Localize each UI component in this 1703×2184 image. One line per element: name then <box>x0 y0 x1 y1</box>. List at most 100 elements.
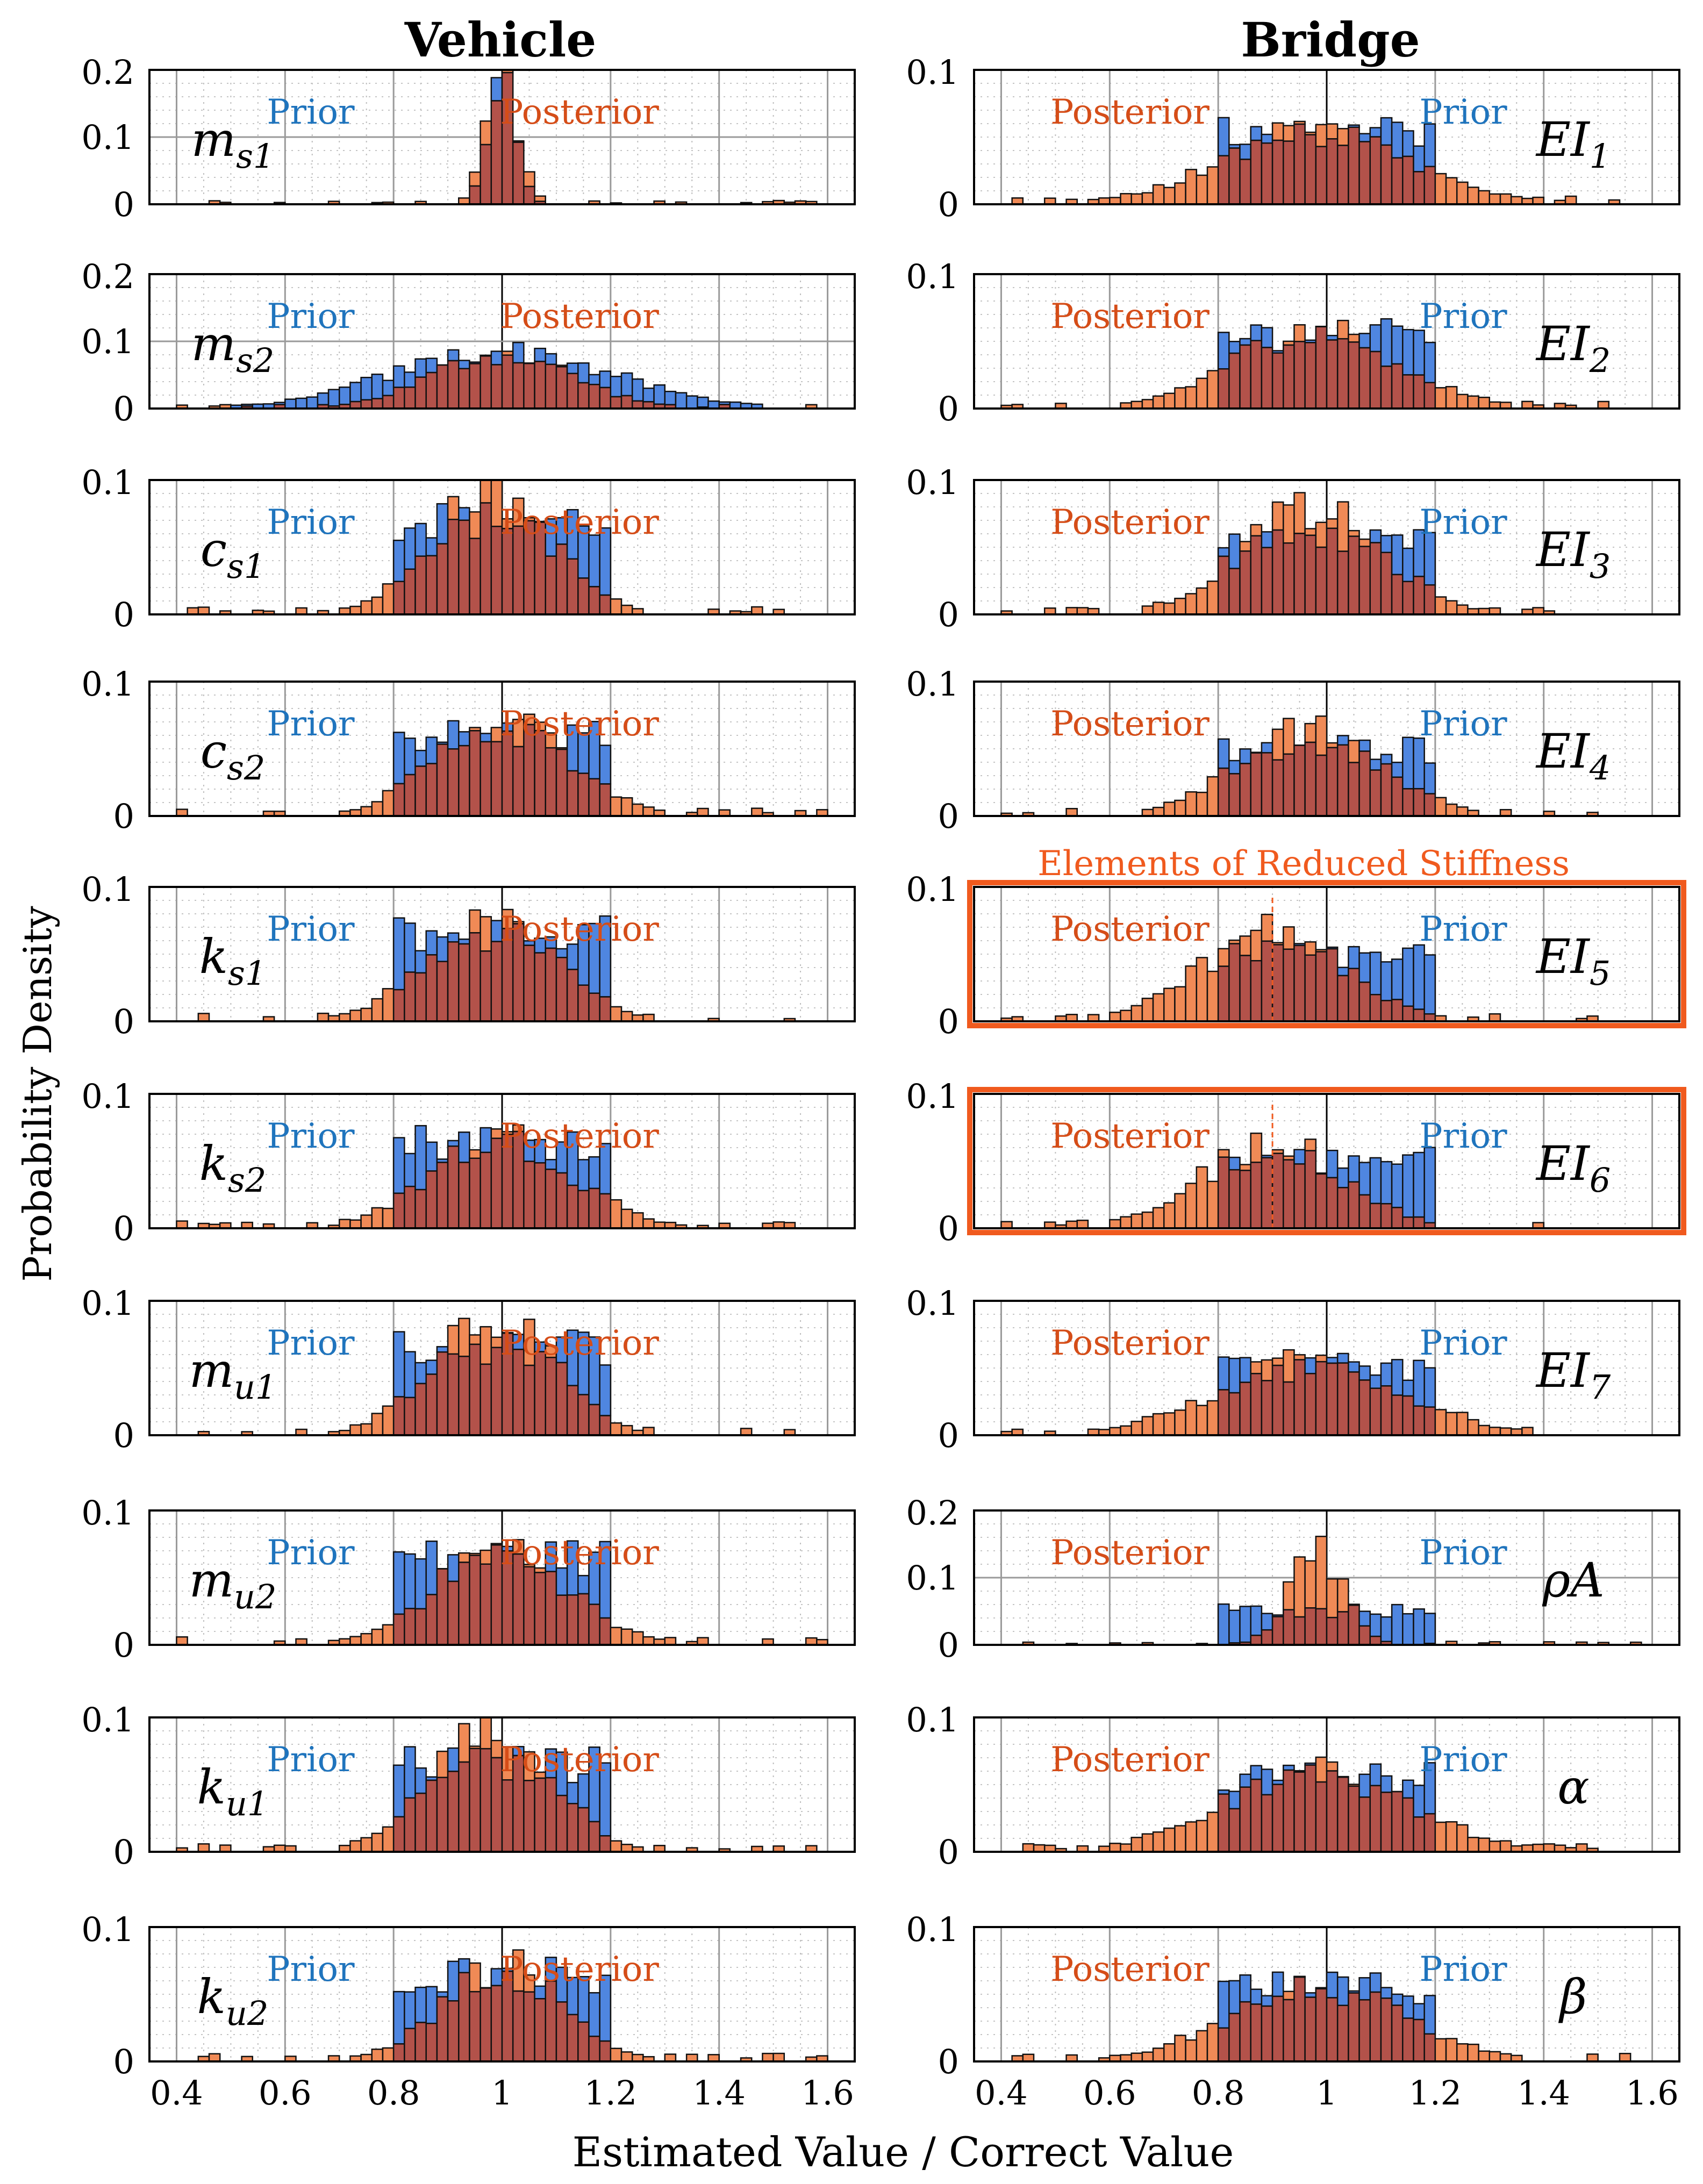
posterior-bar <box>1434 797 1447 817</box>
overlap-bar <box>1348 126 1360 205</box>
y-tick-label: 0.1 <box>906 53 959 92</box>
prior-bar <box>414 358 427 378</box>
posterior-bar <box>1358 538 1371 547</box>
prior-bar <box>1217 547 1230 557</box>
overlap-bar <box>1358 347 1371 410</box>
overlap-bar <box>1391 999 1404 1022</box>
overlap-bar <box>1261 1629 1273 1646</box>
prior-bar <box>404 1991 416 2029</box>
overlap-bar <box>458 368 470 410</box>
overlap-bar <box>1304 1150 1317 1229</box>
prior-bar <box>1239 144 1251 160</box>
overlap-bar <box>1228 147 1241 205</box>
overlap-bar <box>1423 166 1436 205</box>
overlap-bar <box>480 1987 492 2063</box>
posterior-bar <box>1315 1354 1328 1363</box>
overlap-bar <box>1380 1203 1393 1229</box>
prior-legend-label: Prior <box>267 1323 355 1363</box>
prior-bar <box>685 395 698 410</box>
posterior-bar <box>1250 1361 1263 1374</box>
posterior-bar <box>1271 1357 1284 1366</box>
posterior-legend-label: Posterior <box>1050 910 1210 949</box>
panel-bridge-EI1: 0.1 0 Prior Posterior EI1 <box>906 53 1680 224</box>
overlap-bar <box>588 1187 600 1229</box>
overlap-bar <box>1261 752 1273 817</box>
overlap-bar <box>425 1779 438 1853</box>
overlap-bar <box>599 594 612 615</box>
prior-bar <box>1380 754 1393 765</box>
overlap-bar <box>1391 1791 1404 1853</box>
overlap-bar <box>447 1580 460 1646</box>
prior-bar <box>1336 1976 1349 2006</box>
x-tick-label: 0.6 <box>259 2073 312 2113</box>
posterior-legend-label: Posterior <box>1050 1323 1210 1363</box>
overlap-bar <box>1283 1609 1295 1646</box>
overlap-bar <box>1271 529 1284 615</box>
prior-bar <box>425 930 438 956</box>
prior-legend-label: Prior <box>1419 92 1507 132</box>
overlap-bar <box>1271 139 1284 205</box>
posterior-bar <box>1141 998 1154 1022</box>
overlap-bar <box>1283 140 1295 205</box>
posterior-bar <box>1456 1824 1469 1853</box>
prior-bar <box>1369 529 1382 543</box>
overlap-bar <box>1358 750 1371 817</box>
axes-frame <box>973 886 1680 1022</box>
posterior-bar <box>1196 1405 1208 1436</box>
posterior-bar <box>1478 396 1491 410</box>
prior-bar <box>1228 1357 1241 1394</box>
overlap-bar <box>1239 955 1251 1022</box>
posterior-bar <box>1185 1183 1198 1229</box>
overlap-bar <box>1293 1976 1306 2063</box>
prior-bar <box>338 386 351 405</box>
prior-bar <box>1380 535 1393 554</box>
overlap-bar <box>1217 2027 1230 2063</box>
prior-bar <box>1391 1359 1404 1396</box>
overlap-bar <box>1304 534 1317 615</box>
prior-bar <box>392 1551 405 1615</box>
posterior-bar <box>1152 395 1165 410</box>
prior-bar <box>1217 1603 1230 1646</box>
posterior-bar <box>1174 597 1186 615</box>
overlap-bar <box>392 1816 405 1853</box>
posterior-bar <box>1163 1827 1176 1853</box>
posterior-bar <box>1130 1005 1143 1022</box>
prior-bar <box>1228 533 1241 569</box>
prior-bar <box>566 1781 579 1805</box>
prior-bar <box>1369 1374 1382 1389</box>
prior-bar <box>1413 1151 1425 1218</box>
bars <box>1022 1756 1599 1853</box>
posterior-bar <box>1315 124 1328 147</box>
posterior-bar <box>1196 791 1208 817</box>
overlap-bar <box>523 1780 535 1853</box>
overlap-bar <box>414 1383 427 1436</box>
posterior-bar <box>1185 169 1198 205</box>
y-tick-label: 0 <box>113 1626 134 1665</box>
posterior-bar <box>1315 1535 1328 1610</box>
overlap-bar <box>1348 1181 1360 1229</box>
posterior-bar <box>1499 1840 1512 1853</box>
overlap-bar <box>577 577 590 615</box>
posterior-bar <box>1586 2053 1599 2063</box>
panel-vehicle-ku1: 0.1 0 Prior Posterior ku1 <box>81 1700 856 1872</box>
posterior-bar <box>458 1552 470 1563</box>
prior-bar <box>392 732 405 785</box>
overlap-bar <box>490 741 503 817</box>
prior-bar <box>1250 1988 1263 2005</box>
overlap-bar <box>1250 1635 1263 1646</box>
overlap-bar <box>1239 550 1251 615</box>
overlap-bar <box>1250 139 1263 205</box>
panel-vehicle-ku2: 0.1 0 Prior Posterior ku2 <box>81 1910 856 2081</box>
overlap-bar <box>1283 542 1295 615</box>
overlap-bar <box>1315 754 1328 817</box>
prior-bar <box>1402 1379 1414 1397</box>
overlap-bar <box>1369 136 1382 205</box>
posterior-bar <box>620 1628 633 1646</box>
overlap-bar <box>599 1193 612 1229</box>
x-tick-label: 0.4 <box>975 2073 1028 2113</box>
overlap-bar <box>1217 767 1230 817</box>
posterior-bar <box>1261 913 1273 942</box>
posterior-bar <box>620 797 633 817</box>
posterior-bar <box>1510 196 1523 205</box>
x-tick-label: 1.2 <box>1409 2073 1462 2113</box>
